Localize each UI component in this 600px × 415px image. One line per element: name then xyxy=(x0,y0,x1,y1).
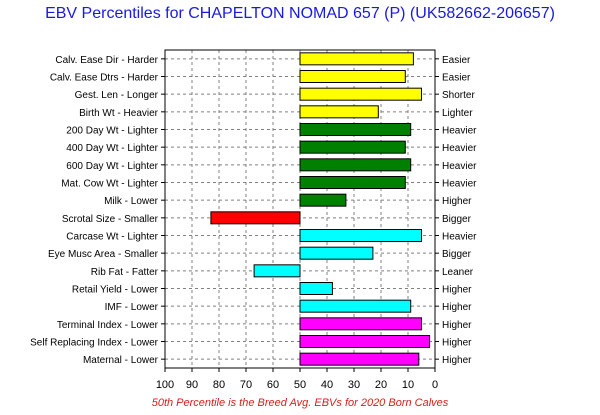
row-label-right: Higher xyxy=(442,302,472,313)
bar xyxy=(299,123,412,136)
x-tick-label: 50 xyxy=(294,379,306,391)
row-label-left: Terminal Index - Lower xyxy=(57,320,159,331)
row-label-right: Heavier xyxy=(442,179,477,190)
row-label-right: Shorter xyxy=(442,90,475,101)
row-label-left: Self Replacing Index - Lower xyxy=(30,338,159,349)
bar xyxy=(299,158,412,172)
row-label-left: Eye Musc Area - Smaller xyxy=(48,249,159,260)
row-label-left: 200 Day Wt - Lighter xyxy=(66,126,158,137)
row-label-left: Maternal - Lower xyxy=(83,355,159,366)
bar xyxy=(299,140,406,154)
x-tick-label: 90 xyxy=(186,379,198,391)
bar xyxy=(299,352,420,366)
row-label-left: 600 Day Wt - Lighter xyxy=(66,161,158,172)
x-tick-label: 70 xyxy=(240,379,252,391)
bar xyxy=(299,246,374,260)
row-label-left: Milk - Lower xyxy=(104,196,159,207)
bar xyxy=(299,176,406,189)
bar xyxy=(299,317,422,331)
bar xyxy=(299,52,414,66)
chart-title: EBV Percentiles for CHAPELTON NOMAD 657 … xyxy=(45,5,555,22)
x-tick-label: 20 xyxy=(375,379,387,391)
row-label-right: Bigger xyxy=(442,249,472,260)
row-label-left: Mat. Cow Wt - Lighter xyxy=(61,179,158,190)
row-label-left: 400 Day Wt - Lighter xyxy=(66,143,158,154)
row-label-right: Easier xyxy=(442,73,471,84)
row-label-right: Heavier xyxy=(442,143,477,154)
bar xyxy=(299,335,431,348)
bars xyxy=(210,52,431,366)
row-label-right: Easier xyxy=(442,55,471,66)
row-label-left: Retail Yield - Lower xyxy=(72,285,159,296)
row-label-left: IMF - Lower xyxy=(105,302,159,313)
x-axis-ticks: 100 90 80 70 60 50 40 30 20 10 0 xyxy=(156,368,438,391)
row-label-right: Higher xyxy=(442,355,472,366)
x-tick-label: 80 xyxy=(213,379,225,391)
row-label-right: Bigger xyxy=(442,214,472,225)
row-label-right: Leaner xyxy=(442,267,474,278)
bar xyxy=(299,282,333,295)
row-label-left: Scrotal Size - Smaller xyxy=(62,214,159,225)
row-label-right: Higher xyxy=(442,320,472,331)
x-tick-label: 40 xyxy=(321,379,333,391)
bar xyxy=(299,105,379,119)
footnote: 50th Percentile is the Breed Avg. EBVs f… xyxy=(151,397,449,409)
x-tick-label: 0 xyxy=(432,379,438,391)
row-label-left: Rib Fat - Fatter xyxy=(91,267,159,278)
bar xyxy=(299,229,422,242)
row-label-left: Birth Wt - Heavier xyxy=(79,108,159,119)
x-tick-label: 30 xyxy=(348,379,360,391)
bar xyxy=(299,87,422,101)
row-label-right: Heavier xyxy=(442,161,477,172)
row-label-left: Calv. Ease Dir - Harder xyxy=(55,55,158,66)
row-label-left: Gest. Len - Longer xyxy=(75,90,159,101)
row-label-left: Calv. Ease Dtrs - Harder xyxy=(50,73,159,84)
bar xyxy=(299,299,412,313)
x-tick-label: 10 xyxy=(402,379,414,391)
row-label-right: Heavier xyxy=(442,232,477,243)
bar xyxy=(210,211,301,225)
bar xyxy=(299,70,406,83)
row-label-right: Higher xyxy=(442,196,472,207)
bar xyxy=(253,264,301,278)
bar xyxy=(299,193,347,207)
row-label-left: Carcase Wt - Lighter xyxy=(66,232,158,243)
x-tick-label: 60 xyxy=(267,379,279,391)
labels: Calv. Ease Dir - Harder Easier Calv. Ease … xyxy=(30,55,477,366)
row-label-right: Higher xyxy=(442,285,472,296)
x-tick-label: 100 xyxy=(156,379,174,391)
row-label-right: Higher xyxy=(442,338,472,349)
row-label-right: Lighter xyxy=(442,108,473,119)
row-label-right: Heavier xyxy=(442,126,477,137)
